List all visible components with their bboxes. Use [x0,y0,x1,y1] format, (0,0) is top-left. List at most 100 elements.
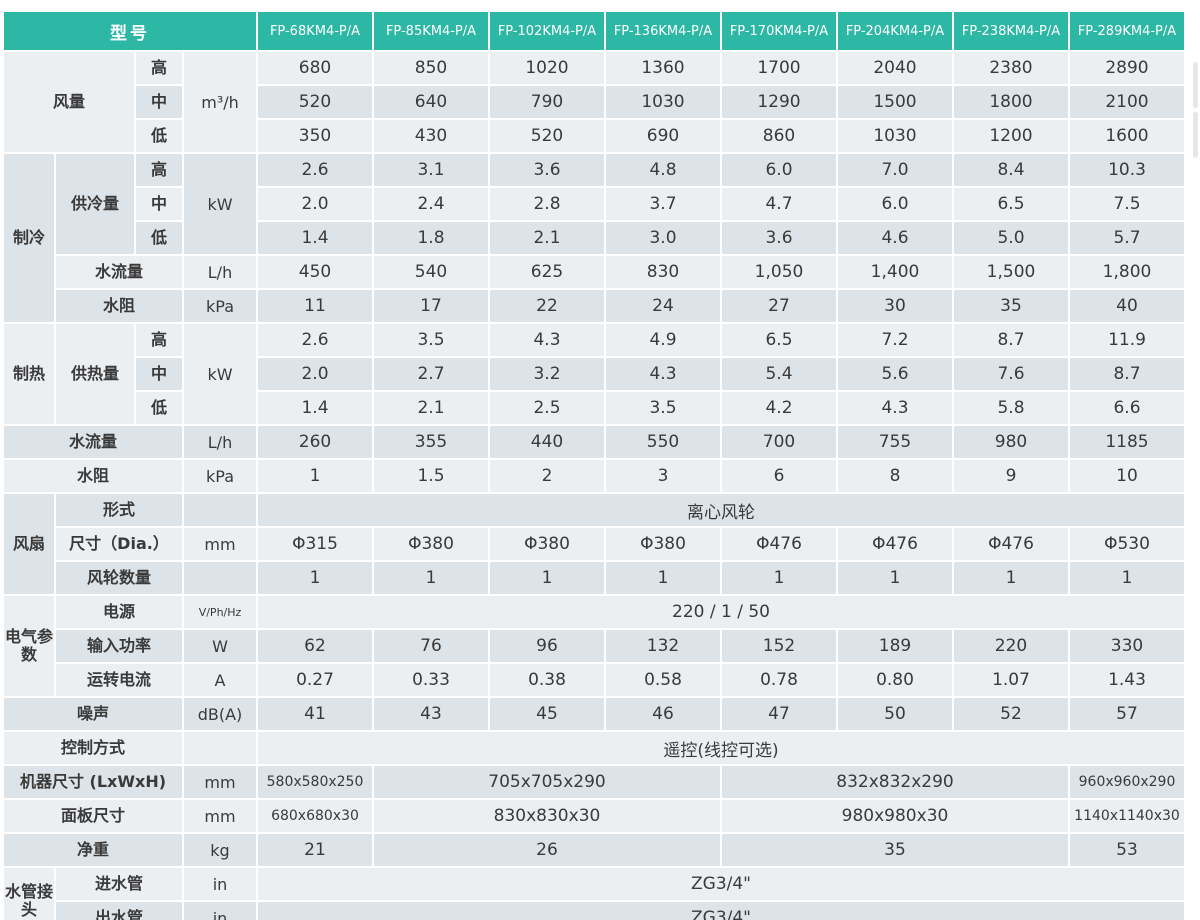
spec-value: 355 [374,426,488,458]
spec-value: 680 [258,52,372,84]
spec-value: Φ476 [838,528,952,560]
spec-value: 1 [722,562,836,594]
spec-value: 7.6 [954,358,1068,390]
row-label: 控制方式 [4,732,182,764]
row-label: 风轮数量 [56,562,182,594]
spec-value: 189 [838,630,952,662]
row-label: 低 [136,392,182,424]
spec-value: 5.0 [954,222,1068,254]
spec-value: 4.6 [838,222,952,254]
spec-value: 755 [838,426,952,458]
table-row: 制热 供热量高 kW 2.6 3.5 4.3 4.9 6.5 7.2 8.7 11.9 [4,324,1184,424]
spec-value: 76 [374,630,488,662]
row-label: 电源 [56,596,182,628]
table-row: 输入功率 W 62 76 96 132 152 189 220 330 [4,630,1184,662]
spec-value: 1360 [606,52,720,84]
section-label: 风量 [4,52,134,152]
spec-value: 1020 [490,52,604,84]
spec-value: 8.7 [954,324,1068,356]
spec-value: 1 [954,562,1068,594]
row-label: 水阻 [4,460,182,492]
spec-value: 21 [258,834,372,866]
model-column-header: FP-85KM4-P/A [374,12,488,50]
spec-value: 17 [374,290,488,322]
spec-value: 53 [1070,834,1184,866]
spec-value: 1600 [1070,120,1184,152]
spec-value: 3 [606,460,720,492]
scrollbar-thumb[interactable] [1193,112,1198,158]
model-column-header: FP-68KM4-P/A [258,12,372,50]
section-label: 供热量 [56,324,134,424]
spec-value: 7.2 [838,324,952,356]
spec-value: 8 [838,460,952,492]
table-row: 低 1.4 1.8 2.1 3.0 3.6 4.6 5.0 5.7 [4,222,1184,254]
spec-value: 550 [606,426,720,458]
row-label: 净重 [4,834,182,866]
row-label: 水阻 [56,290,182,322]
spec-value: 260 [258,426,372,458]
spec-value: 2040 [838,52,952,84]
spec-value: 0.58 [606,664,720,696]
spec-value: 35 [722,834,1068,866]
spec-value: 2.0 [258,188,372,220]
table-row: 水阻 kPa 1 1.5 2 3 6 8 9 10 [4,460,1184,492]
spec-value: 1200 [954,120,1068,152]
unit-label: m³/h [184,52,256,152]
spec-value: 4.3 [490,324,604,356]
spec-value: 4.7 [722,188,836,220]
table-row: 水流量 L/h 450 540 625 830 1,050 1,400 1,500 1,800 [4,256,1184,288]
spec-value: 40 [1070,290,1184,322]
spec-value: 3.5 [606,392,720,424]
spec-value: 62 [258,630,372,662]
spec-value: 1 [258,562,372,594]
row-label: 出水管 [56,902,182,920]
spec-value: 8.7 [1070,358,1184,390]
spec-value: 10.3 [1070,154,1184,186]
table-row: 中 2.0 2.4 2.8 3.7 4.7 6.0 6.5 7.5 [4,188,1184,220]
unit-label: V/Ph/Hz [184,596,256,628]
table-row: 尺寸（Dia.） mm Φ315 Φ380 Φ380 Φ380 Φ476 Φ476 Φ476 Φ5… [4,528,1184,560]
row-label: 低 [136,120,182,152]
spec-value: 52 [954,698,1068,730]
table-row: 出水管 in ZG3/4" [4,902,1184,920]
spec-value: 30 [838,290,952,322]
unit-label [184,494,256,526]
row-label: 面板尺寸 [4,800,182,832]
spec-value: 1700 [722,52,836,84]
table-row: 净重 kg 21 26 35 53 [4,834,1184,866]
table-row: 风扇 形式 离心风轮 [4,494,1184,594]
spec-value: 10 [1070,460,1184,492]
spec-value: 2.5 [490,392,604,424]
spec-value: 1,050 [722,256,836,288]
spec-value: 2.8 [490,188,604,220]
spec-value: 4.2 [722,392,836,424]
spec-value: 11.9 [1070,324,1184,356]
spec-value: 1,800 [1070,256,1184,288]
spec-value: ZG3/4" [258,868,1184,900]
spec-value: 220 / 1 / 50 [258,596,1184,628]
spec-value: 27 [722,290,836,322]
section-label: 制热 [4,324,54,424]
spec-value: 6.5 [954,188,1068,220]
spec-value: Φ380 [490,528,604,560]
spec-value: 850 [374,52,488,84]
spec-value: 1800 [954,86,1068,118]
spec-value: 1.5 [374,460,488,492]
table-row: 制冷 供冷量高 kW 2.6 3.1 3.6 4.8 6.0 7.0 8.4 10.3 [4,154,1184,322]
row-label: 输入功率 [56,630,182,662]
row-label: 水流量 [56,256,182,288]
scrollbar-thumb[interactable] [1193,62,1198,108]
spec-value: Φ315 [258,528,372,560]
spec-value: 2.1 [490,222,604,254]
spec-value: 1 [606,562,720,594]
spec-value: 830x830x30 [374,800,720,832]
spec-value: 45 [490,698,604,730]
spec-value: 640 [374,86,488,118]
spec-value: 3.6 [722,222,836,254]
spec-value: 47 [722,698,836,730]
spec-value: 1030 [606,86,720,118]
spec-value: Φ380 [374,528,488,560]
spec-value: 450 [258,256,372,288]
spec-value: 1 [490,562,604,594]
spec-value: 580x580x250 [258,766,372,798]
